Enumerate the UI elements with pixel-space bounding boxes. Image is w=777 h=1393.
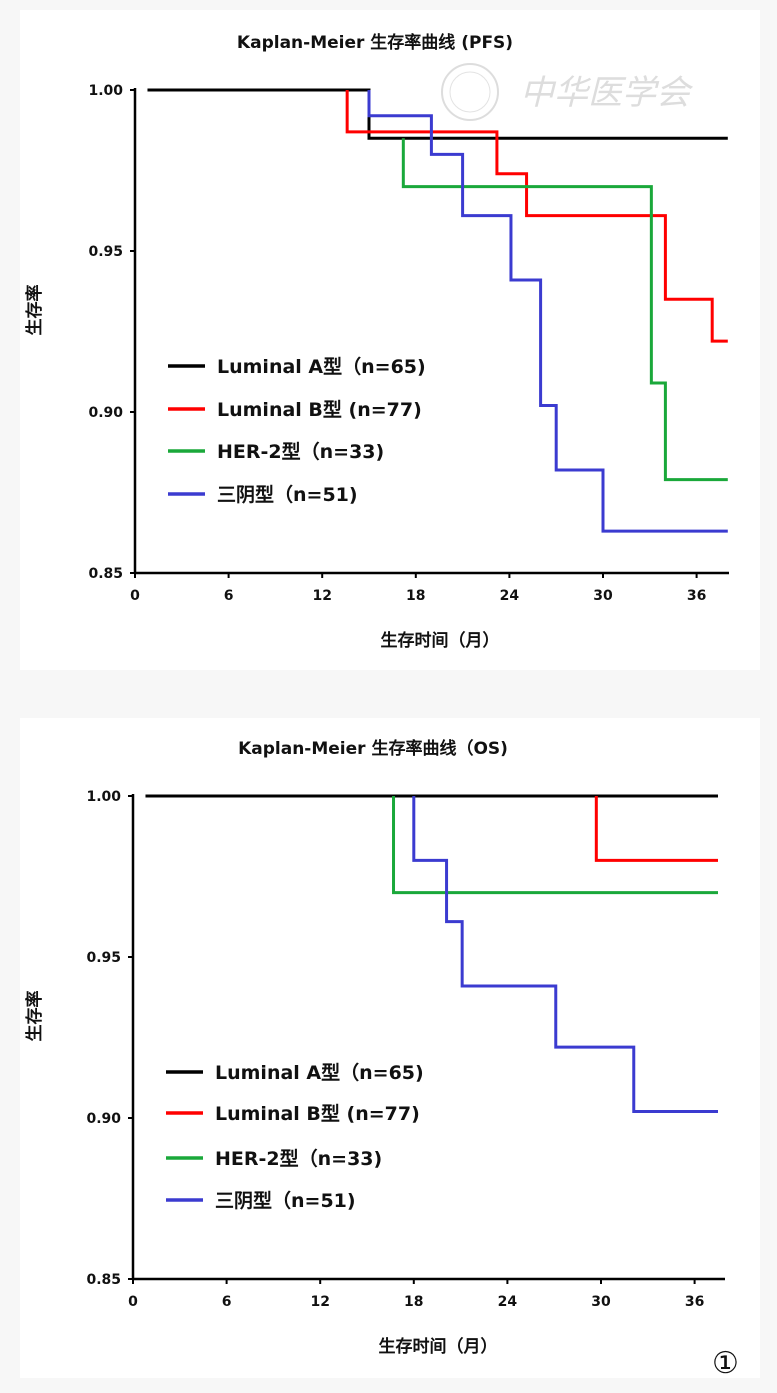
figure-label: ① [712,1346,739,1381]
x-tick-label: 6 [224,588,234,604]
y-tick-label: 0.90 [88,405,123,421]
y-axis-label: 生存率 [24,991,45,1042]
legend-label: Luminal B型 (n=77) [217,398,422,421]
km-curve-3 [392,796,718,895]
chart-title: Kaplan-Meier 生存率曲线（OS) [238,738,508,759]
x-tick-label: 24 [498,1294,518,1310]
panel-os [20,718,760,1378]
x-tick-label: 36 [687,588,706,604]
km-curve-2 [594,796,718,862]
legend-label: Luminal B型 (n=77) [215,1102,420,1125]
chart-pfs: Kaplan-Meier 生存率曲线 (PFS) 1.00 0.95 0.90 0.85… [24,32,729,651]
panel-pfs [20,10,760,670]
y-axis-label: 生存率 [24,285,45,336]
legend-label: 三阴型（n=51) [215,1189,356,1212]
y-tick-label: 1.00 [86,789,121,805]
x-tick-label: 36 [685,1294,704,1310]
y-tick-label: 0.90 [86,1111,121,1127]
chart-title: Kaplan-Meier 生存率曲线 (PFS) [237,32,513,53]
x-axis-label: 生存时间（月） [381,630,500,651]
x-tick-label: 18 [406,588,425,604]
x-tick-label: 0 [130,588,140,604]
km-curve-4 [412,796,718,1114]
y-tick-label: 0.85 [86,1272,121,1288]
legend-label: HER-2型（n=33) [215,1147,382,1170]
watermark-logo [441,63,499,121]
legend-label: HER-2型（n=33) [217,440,384,463]
km-curve-2 [345,90,728,343]
y-tick-label: 1.00 [88,83,123,99]
y-tick-label: 0.85 [88,566,123,582]
x-tick-label: 0 [128,1294,138,1310]
km-curve-4 [367,90,728,533]
x-tick-label: 30 [593,588,613,604]
km-curve-3 [401,138,728,482]
chart-os: Kaplan-Meier 生存率曲线（OS) 1.00 0.95 0.90 0.85 0 6… [24,738,725,1357]
y-tick-label: 0.95 [86,950,121,966]
x-tick-label: 18 [404,1294,423,1310]
x-tick-label: 24 [500,588,520,604]
legend-label: 三阴型（n=51) [217,483,358,506]
watermark-text: 中华医学会 [520,73,694,113]
x-tick-label: 6 [222,1294,232,1310]
x-axis-label: 生存时间（月） [379,1336,498,1357]
legend-label: Luminal A型（n=65) [217,355,426,378]
legend-label: Luminal A型（n=65) [215,1061,424,1084]
x-tick-label: 12 [312,588,331,604]
y-tick-label: 0.95 [88,244,123,260]
x-tick-label: 12 [310,1294,329,1310]
x-tick-label: 30 [591,1294,611,1310]
